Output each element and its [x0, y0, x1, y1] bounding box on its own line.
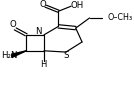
Text: O–CH₃: O–CH₃	[108, 13, 133, 22]
Text: H₂N: H₂N	[1, 51, 17, 60]
Text: OH: OH	[70, 1, 83, 10]
Text: O: O	[10, 20, 16, 29]
Text: H: H	[40, 60, 47, 69]
Text: S: S	[64, 51, 69, 60]
Polygon shape	[12, 51, 26, 58]
Text: O: O	[40, 0, 46, 9]
Text: N: N	[35, 27, 42, 36]
